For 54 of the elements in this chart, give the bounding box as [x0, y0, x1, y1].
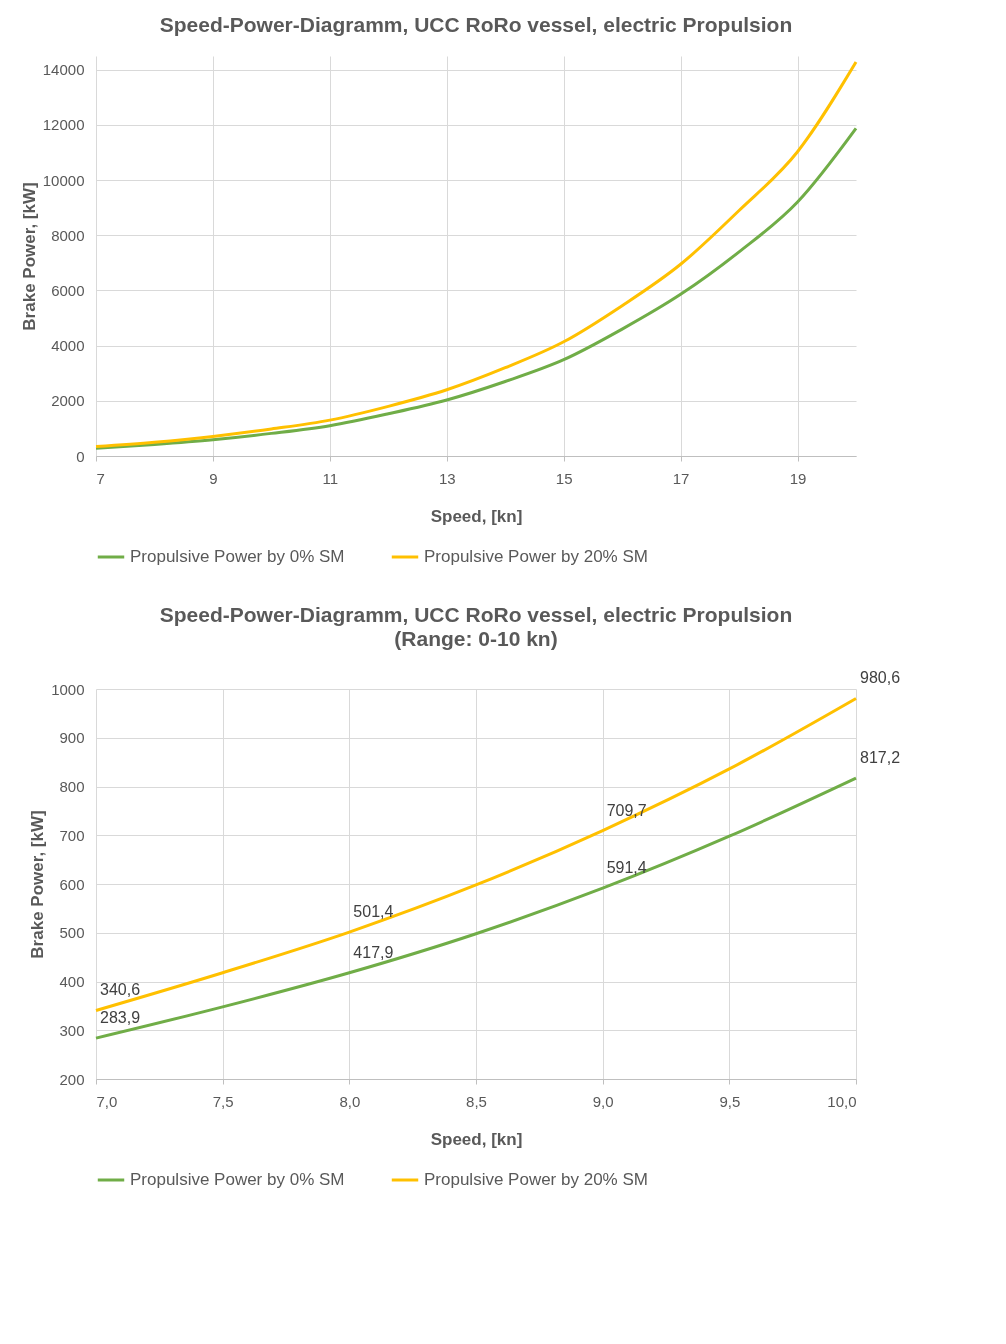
y-tick-label: 700	[59, 826, 85, 844]
data-label: 283,9	[100, 1009, 141, 1027]
x-tick-label: 9,0	[592, 1092, 614, 1110]
x-tick-label: 7,5	[212, 1092, 234, 1110]
x-tick-label: 11	[322, 469, 339, 487]
x-tick-label: 13	[438, 469, 456, 487]
y-tick-label: 200	[59, 1070, 85, 1088]
y-tick-label: 1000	[51, 680, 85, 698]
legend-label: Propulsive Power by 20% SM	[424, 1170, 648, 1189]
y-tick-label: 12000	[42, 116, 85, 134]
x-tick-label: 8,5	[466, 1092, 487, 1110]
line-series	[94, 776, 858, 1040]
data-label: 340,6	[100, 981, 141, 999]
line-series	[94, 126, 858, 450]
x-tick-label: 9	[209, 469, 218, 487]
y-tick-label: 2000	[51, 392, 85, 410]
chart-title: Speed-Power-Diagramm, UCC RoRo vessel, electric Propulsion	[159, 603, 793, 627]
x-tick-label: 7	[96, 469, 105, 487]
y-tick-label: 10000	[42, 171, 85, 189]
line-series	[94, 60, 858, 449]
chart-subtitle: (Range: 0-10 kn)	[394, 627, 558, 651]
x-axis-title: Speed, [kn]	[430, 1129, 523, 1149]
x-tick-label: 17	[672, 469, 690, 487]
x-axis-title: Speed, [kn]	[430, 506, 523, 526]
data-label: 980,6	[860, 669, 901, 687]
data-label: 591,4	[606, 859, 647, 877]
y-tick-label: 4000	[51, 337, 85, 355]
y-tick-label: 6000	[51, 281, 85, 299]
y-tick-label: 300	[59, 1021, 85, 1039]
y-tick-label: 600	[59, 875, 85, 893]
legend-label: Propulsive Power by 0% SM	[130, 547, 345, 566]
data-label: 817,2	[860, 749, 901, 767]
y-tick-label: 0	[76, 447, 85, 465]
y-tick-label: 8000	[51, 226, 85, 244]
x-tick-label: 8,0	[339, 1092, 361, 1110]
legend-label: Propulsive Power by 0% SM	[130, 1170, 345, 1189]
y-axis-title: Brake Power, [kW]	[19, 182, 39, 331]
x-tick-label: 19	[789, 469, 807, 487]
y-tick-label: 500	[59, 924, 85, 942]
legend-label: Propulsive Power by 20% SM	[424, 547, 648, 566]
x-tick-label: 9,5	[719, 1092, 741, 1110]
chart-title: Speed-Power-Diagramm, UCC RoRo vessel, electric Propulsion	[159, 13, 793, 36]
x-tick-label: 7,0	[96, 1092, 118, 1110]
line-series	[94, 696, 858, 1012]
data-label: 709,7	[606, 801, 647, 819]
x-tick-label: 15	[555, 469, 573, 487]
y-axis-title: Brake Power, [kW]	[28, 810, 48, 959]
y-tick-label: 900	[59, 729, 85, 747]
data-label: 417,9	[353, 943, 394, 961]
y-tick-label: 14000	[42, 61, 85, 79]
y-tick-label: 400	[59, 973, 85, 990]
data-label: 501,4	[353, 903, 394, 921]
y-tick-label: 800	[59, 778, 85, 795]
x-tick-label: 10,0	[827, 1092, 857, 1110]
